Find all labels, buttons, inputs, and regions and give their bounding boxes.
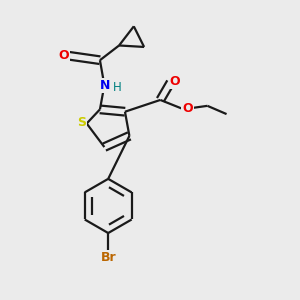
- Text: O: O: [58, 49, 69, 62]
- Text: N: N: [100, 79, 110, 92]
- Text: H: H: [113, 81, 122, 94]
- Text: S: S: [77, 116, 86, 129]
- Text: Br: Br: [100, 251, 116, 264]
- Text: O: O: [170, 75, 180, 88]
- Text: O: O: [182, 102, 193, 115]
